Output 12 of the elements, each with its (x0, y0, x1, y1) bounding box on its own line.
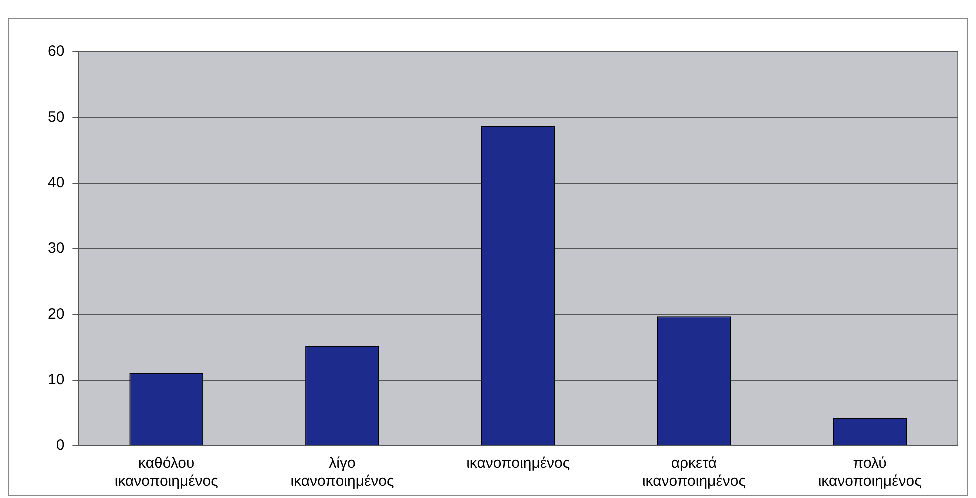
y-tick-label: 20 (48, 306, 65, 323)
y-tick-label: 0 (56, 437, 65, 454)
x-tick-label: λίγο ικανοποιημένος (290, 455, 394, 490)
y-tick-label: 60 (48, 43, 65, 60)
x-tick-label: αρκετά ικανοποιημένος (642, 455, 746, 490)
x-tick-label: πολύ ικανοποιημένος (818, 455, 922, 490)
y-tick-label: 40 (48, 174, 65, 192)
y-tick-label: 10 (48, 371, 65, 388)
y-tick-label: 50 (48, 108, 65, 126)
x-tick-label: καθόλου ικανοποιημένος (114, 455, 218, 490)
y-tick-label: 30 (48, 240, 65, 258)
x-tick-label: ικανοποιημένος (466, 455, 570, 472)
